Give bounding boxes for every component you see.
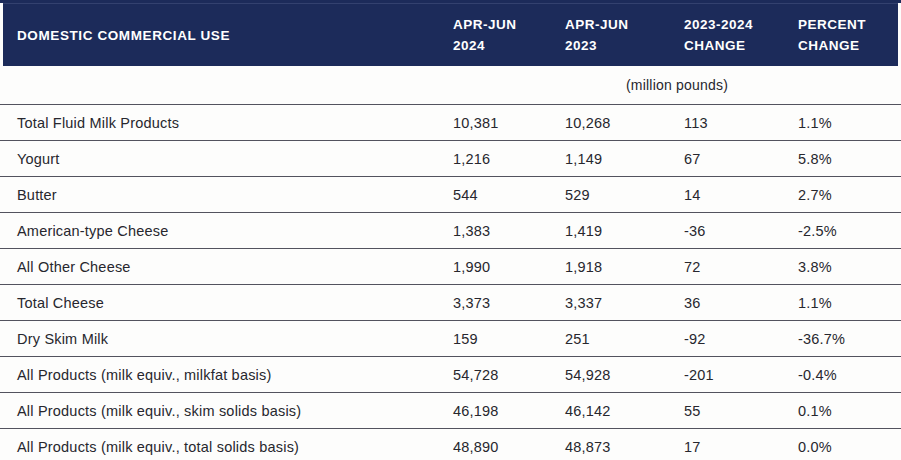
cell-apr-jun-2023: 3,337: [565, 295, 684, 311]
cell-apr-jun-2024: 159: [453, 331, 565, 347]
column-header-line1: PERCENT: [798, 14, 898, 35]
cell-apr-jun-2024: 1,216: [453, 151, 565, 167]
cell-apr-jun-2024: 544: [453, 187, 565, 203]
column-header-apr-jun-2024: APR-JUN 2024: [453, 14, 565, 56]
cell-change: 17: [684, 439, 798, 455]
cell-apr-jun-2023: 54,928: [565, 367, 684, 383]
row-label: All Products (milk equiv., skim solids b…: [0, 403, 453, 419]
table-row: Yogurt 1,216 1,149 67 5.8%: [0, 140, 901, 176]
cell-percent-change: 5.8%: [798, 151, 901, 167]
cell-percent-change: 3.8%: [798, 259, 901, 275]
table-row: All Products (milk equiv., milkfat basis…: [0, 356, 901, 392]
column-header-apr-jun-2023: APR-JUN 2023: [565, 14, 684, 56]
table-header-row: DOMESTIC COMMERCIAL USE APR-JUN 2024 APR…: [3, 3, 898, 66]
cell-apr-jun-2023: 46,142: [565, 403, 684, 419]
table-row: All Products (milk equiv., total solids …: [0, 428, 901, 460]
cell-percent-change: -36.7%: [798, 331, 901, 347]
cell-change: 55: [684, 403, 798, 419]
cell-apr-jun-2023: 1,918: [565, 259, 684, 275]
column-header-line1: APR-JUN: [565, 14, 684, 35]
cell-apr-jun-2024: 54,728: [453, 367, 565, 383]
row-label: Total Cheese: [0, 295, 453, 311]
row-label: American-type Cheese: [0, 223, 453, 239]
cell-percent-change: 1.1%: [798, 115, 901, 131]
cell-apr-jun-2023: 1,419: [565, 223, 684, 239]
cell-apr-jun-2023: 251: [565, 331, 684, 347]
column-header-line1: APR-JUN: [453, 14, 565, 35]
row-label: All Other Cheese: [0, 259, 453, 275]
row-label: All Products (milk equiv., total solids …: [0, 439, 453, 455]
column-header-percent-change: PERCENT CHANGE: [798, 14, 898, 56]
row-label: Yogurt: [0, 151, 453, 167]
cell-apr-jun-2024: 3,373: [453, 295, 565, 311]
table-row: Butter 544 529 14 2.7%: [0, 176, 901, 212]
column-header-line2: CHANGE: [798, 35, 898, 56]
column-header-line2: 2024: [453, 35, 565, 56]
cell-percent-change: 0.1%: [798, 403, 901, 419]
cell-change: -201: [684, 367, 798, 383]
cell-apr-jun-2024: 10,381: [453, 115, 565, 131]
column-header-line1: 2023-2024: [684, 14, 798, 35]
row-label: Butter: [0, 187, 453, 203]
cell-apr-jun-2024: 1,990: [453, 259, 565, 275]
column-header-line2: 2023: [565, 35, 684, 56]
cell-apr-jun-2024: 46,198: [453, 403, 565, 419]
cell-percent-change: 2.7%: [798, 187, 901, 203]
cell-apr-jun-2024: 48,890: [453, 439, 565, 455]
table-row: American-type Cheese 1,383 1,419 -36 -2.…: [0, 212, 901, 248]
cell-apr-jun-2023: 1,149: [565, 151, 684, 167]
cell-change: 36: [684, 295, 798, 311]
cell-change: -92: [684, 331, 798, 347]
cell-apr-jun-2023: 529: [565, 187, 684, 203]
row-label: Dry Skim Milk: [0, 331, 453, 347]
cell-change: 72: [684, 259, 798, 275]
cell-apr-jun-2024: 1,383: [453, 223, 565, 239]
cell-change: 14: [684, 187, 798, 203]
cell-percent-change: -0.4%: [798, 367, 901, 383]
column-header-line2: CHANGE: [684, 35, 798, 56]
row-label: Total Fluid Milk Products: [0, 115, 453, 131]
table-row: All Other Cheese 1,990 1,918 72 3.8%: [0, 248, 901, 284]
cell-change: -36: [684, 223, 798, 239]
cell-apr-jun-2023: 10,268: [565, 115, 684, 131]
column-header-2023-2024-change: 2023-2024 CHANGE: [684, 14, 798, 56]
cell-change: 67: [684, 151, 798, 167]
cell-percent-change: -2.5%: [798, 223, 901, 239]
row-label: All Products (milk equiv., milkfat basis…: [0, 367, 453, 383]
unit-note: (million pounds): [453, 77, 901, 93]
table-row: Total Cheese 3,373 3,337 36 1.1%: [0, 284, 901, 320]
table-row: Total Fluid Milk Products 10,381 10,268 …: [0, 104, 901, 140]
table-row: All Products (milk equiv., skim solids b…: [0, 392, 901, 428]
domestic-commercial-use-table: DOMESTIC COMMERCIAL USE APR-JUN 2024 APR…: [0, 0, 901, 460]
unit-note-row: (million pounds): [0, 66, 901, 104]
table-row: Dry Skim Milk 159 251 -92 -36.7%: [0, 320, 901, 356]
cell-apr-jun-2023: 48,873: [565, 439, 684, 455]
cell-percent-change: 1.1%: [798, 295, 901, 311]
cell-change: 113: [684, 115, 798, 131]
table-title: DOMESTIC COMMERCIAL USE: [3, 28, 453, 43]
cell-percent-change: 0.0%: [798, 439, 901, 455]
